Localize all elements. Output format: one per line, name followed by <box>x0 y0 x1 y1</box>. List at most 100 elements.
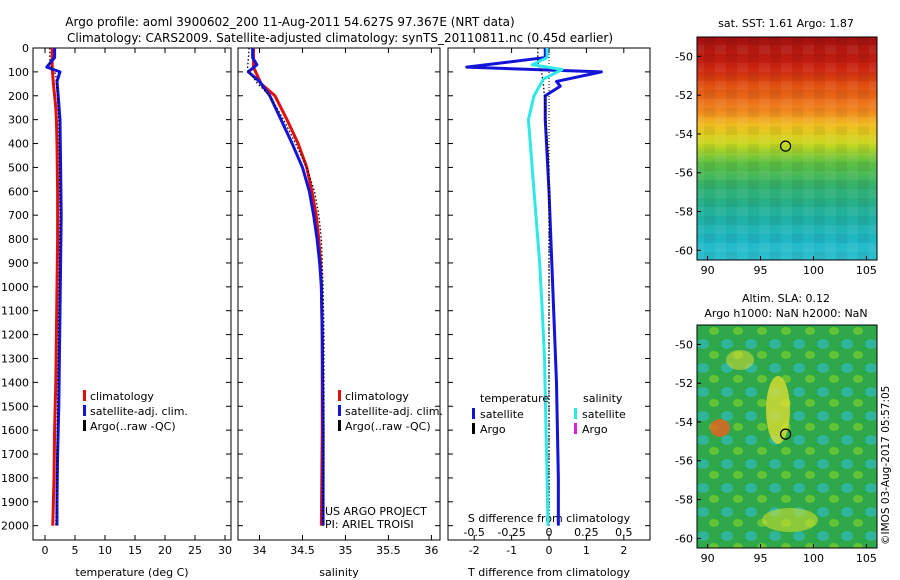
salinity-profile-panel: 34 34.5 35 35.5 36 salinity climatology satelli… <box>237 47 443 579</box>
map-y-tick-label: -54 <box>675 128 693 141</box>
legend-swatch <box>338 420 341 431</box>
legend-swatch <box>83 390 86 401</box>
map-y-tick-label: -60 <box>675 244 693 257</box>
series-line-temperature-argo <box>537 48 550 526</box>
legend-swatch <box>574 423 577 434</box>
figure-title-line2: Climatology: CARS2009. Satellite-adjuste… <box>67 31 613 45</box>
map-x-tick-label: 105 <box>856 264 877 277</box>
series-line-climatology <box>251 48 324 526</box>
argo-float-location-marker <box>779 140 792 152</box>
salinity-diff-tick-label: -0.25 <box>497 526 525 539</box>
y-tick-label: 1400 <box>1 376 29 389</box>
map-y-tick-label: -54 <box>675 416 693 429</box>
legend-swatch <box>83 420 86 431</box>
map-x-tick-label: 95 <box>754 552 768 565</box>
x-tick-label: 36 <box>424 544 438 557</box>
sst-map-title: sat. SST: 1.61 Argo: 1.87 <box>718 17 854 30</box>
series-line-salinity-satellite <box>526 48 564 526</box>
x-tick-label: 20 <box>158 544 172 557</box>
salinity-diff-tick-label: 0.5 <box>615 526 633 539</box>
x-tick-label: 1 <box>583 544 590 557</box>
x-tick-label: 35.5 <box>376 544 401 557</box>
argo-float-location-marker <box>779 428 792 440</box>
figure-title-line1: Argo profile: aoml 3900602_200 11-Aug-20… <box>65 15 514 29</box>
y-tick-label: 100 <box>8 66 29 79</box>
sla-map-title: Altim. SLA: 0.12 <box>742 292 830 305</box>
sla-map-subtitle: Argo h1000: NaN h2000: NaN <box>704 307 867 320</box>
map-y-tick-label: -58 <box>675 206 693 219</box>
legend-swatch <box>574 408 577 419</box>
y-tick-label: 1600 <box>1 424 29 437</box>
y-tick-label: 300 <box>8 114 29 127</box>
map-x-tick-label: 90 <box>701 552 715 565</box>
map-y-tick-label: -58 <box>675 494 693 507</box>
legend-swatch <box>338 405 341 416</box>
x-tick-label: 0 <box>546 544 553 557</box>
y-tick-label: 1100 <box>1 305 29 318</box>
difference-profile-panel: -2 -1 0 1 2 T difference from climatology -0.5… <box>447 47 651 579</box>
x-axis-label: salinity <box>319 566 359 579</box>
y-tick-label: 600 <box>8 185 29 198</box>
map-x-tick-label: 100 <box>803 552 824 565</box>
x-tick-label: 2 <box>620 544 627 557</box>
map-y-tick-label: -60 <box>675 532 693 545</box>
x-tick-label: 15 <box>128 544 142 557</box>
x-tick-label: 0 <box>42 544 49 557</box>
plot-frame <box>237 47 441 541</box>
series-line-satellite-adj-clim- <box>246 48 325 526</box>
y-tick-label: 700 <box>8 209 29 222</box>
legend-swatch <box>472 408 475 419</box>
y-tick-label: 0 <box>22 42 29 55</box>
salinity-diff-tick-label: 0.25 <box>574 526 599 539</box>
legend-header-salinity: salinity <box>583 392 623 405</box>
map-x-tick-label: 100 <box>803 264 824 277</box>
legend-label: Argo(..raw -QC) <box>345 420 431 433</box>
project-annotation: US ARGO PROJECT <box>325 505 427 518</box>
plot-frame <box>32 47 232 541</box>
legend-swatch <box>83 405 86 416</box>
map-y-tick-label: -50 <box>675 50 693 63</box>
legend-label: satellite-adj. clim. <box>90 405 188 418</box>
sst-map: -50 -52 -54 -56 -58 -60 90 95 100 105 <box>675 36 878 277</box>
x-tick-label: -2 <box>469 544 480 557</box>
legend-label: Argo(..raw -QC) <box>90 420 176 433</box>
legend-swatch <box>338 390 341 401</box>
x-tick-label: 34 <box>252 544 266 557</box>
map-x-tick-label: 105 <box>856 552 877 565</box>
map-y-tick-label: -50 <box>675 338 693 351</box>
map-y-tick-label: -56 <box>675 455 693 468</box>
y-tick-label: 1000 <box>1 281 29 294</box>
legend-label: Argo <box>480 423 506 436</box>
sla-map: -50 -52 -54 -56 -58 -60 90 95 100 105 <box>675 324 878 565</box>
y-tick-label: 500 <box>8 161 29 174</box>
y-tick-label: 200 <box>8 90 29 103</box>
legend-label: climatology <box>90 390 154 403</box>
legend-swatch <box>472 423 475 434</box>
sst-map-frame <box>696 36 878 261</box>
x-tick-label: 30 <box>218 544 232 557</box>
series-line-temperature-satellite <box>465 48 603 526</box>
legend-label: satellite-adj. clim. <box>345 405 443 418</box>
map-y-tick-label: -56 <box>675 167 693 180</box>
series-line-climatology <box>50 48 60 526</box>
x-tick-label: 5 <box>72 544 79 557</box>
map-x-tick-label: 90 <box>701 264 715 277</box>
salinity-diff-tick-label: -0.5 <box>463 526 484 539</box>
x-tick-label: 35 <box>338 544 352 557</box>
y-tick-label: 400 <box>8 138 29 151</box>
legend-label: climatology <box>345 390 409 403</box>
salinity-diff-tick-label: 0 <box>546 526 553 539</box>
legend-label: Argo <box>582 423 608 436</box>
y-tick-label: 1800 <box>1 472 29 485</box>
y-tick-label: 1300 <box>1 352 29 365</box>
temperature-profile-panel: 0 5 10 15 20 25 30 temperature (deg C) 0 100 200 30… <box>1 42 232 579</box>
y-tick-label: 800 <box>8 233 29 246</box>
legend-label: satellite <box>480 408 524 421</box>
x-tick-label: 25 <box>188 544 202 557</box>
legend-label: satellite <box>582 408 626 421</box>
map-y-tick-label: -52 <box>675 89 693 102</box>
x-tick-label: -1 <box>506 544 517 557</box>
y-tick-label: 1700 <box>1 448 29 461</box>
x-axis-label: temperature (deg C) <box>75 566 188 579</box>
